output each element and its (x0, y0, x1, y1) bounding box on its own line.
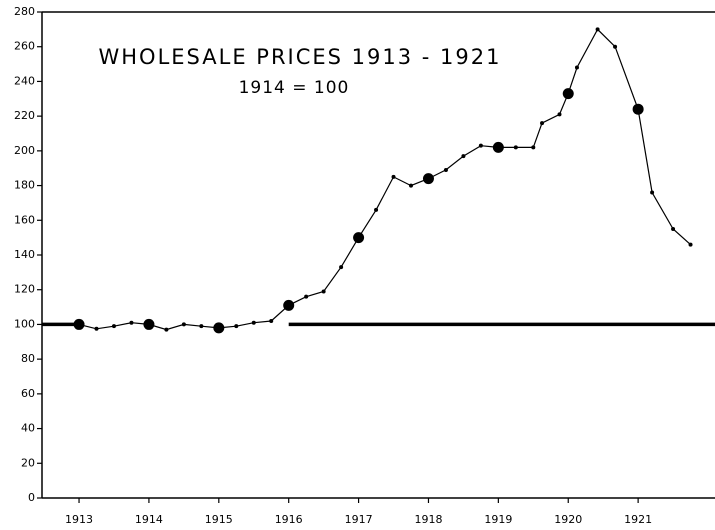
y-tick-label: 60 (21, 387, 35, 400)
y-tick-label: 280 (14, 5, 35, 18)
point (391, 174, 396, 179)
x-tick-label: 1920 (554, 513, 582, 526)
y-tick-label: 140 (14, 248, 35, 261)
y-tick-label: 220 (14, 109, 35, 122)
x-tick-label: 1921 (624, 513, 652, 526)
annual-point (143, 318, 155, 330)
point (269, 318, 274, 323)
point (650, 190, 655, 195)
point (513, 145, 518, 150)
y-tick-label: 100 (14, 317, 35, 330)
point (111, 324, 116, 329)
annual-point (73, 318, 85, 330)
point (671, 226, 676, 231)
x-tick-label: 1916 (275, 513, 303, 526)
y-tick-label: 180 (14, 179, 35, 192)
point (443, 167, 448, 172)
chart-subtitle: 1914 = 100 (239, 78, 350, 98)
x-tick-label: 1914 (135, 513, 163, 526)
point (251, 320, 256, 325)
y-tick-label: 0 (28, 491, 35, 504)
y-tick-label: 260 (14, 40, 35, 53)
point (531, 145, 536, 150)
y-tick-label: 160 (14, 213, 35, 226)
point (557, 112, 562, 117)
y-tick-label: 240 (14, 74, 35, 87)
point (199, 324, 204, 329)
point (688, 242, 693, 247)
annual-point (422, 173, 434, 185)
x-tick-label: 1917 (345, 513, 373, 526)
x-tick-label: 1915 (205, 513, 233, 526)
point (374, 207, 379, 212)
annual-point (492, 141, 504, 153)
annual-point (632, 103, 644, 115)
annual-point (213, 322, 225, 334)
point (408, 183, 413, 188)
point (94, 326, 99, 331)
point (234, 324, 239, 329)
point (321, 289, 326, 294)
y-tick-label: 120 (14, 283, 35, 296)
point (613, 44, 618, 49)
annual-point (353, 232, 365, 244)
annual-point (283, 299, 295, 311)
x-tick-label: 1913 (65, 513, 93, 526)
point (461, 154, 466, 159)
y-tick-label: 20 (21, 456, 35, 469)
chart-title: WHOLESALE PRICES 1913 - 1921 (99, 45, 502, 69)
point (478, 143, 483, 148)
point (164, 327, 169, 332)
y-tick-label: 80 (21, 352, 35, 365)
annual-point (562, 88, 574, 100)
point (129, 320, 134, 325)
point (181, 322, 186, 327)
point (540, 121, 545, 126)
x-tick-label: 1919 (484, 513, 512, 526)
point (574, 65, 579, 70)
point (339, 265, 344, 270)
x-tick-label: 1918 (414, 513, 442, 526)
point (304, 294, 309, 299)
y-tick-label: 40 (21, 422, 35, 435)
point (595, 27, 600, 32)
price-line (78, 28, 691, 331)
y-tick-label: 200 (14, 144, 35, 157)
